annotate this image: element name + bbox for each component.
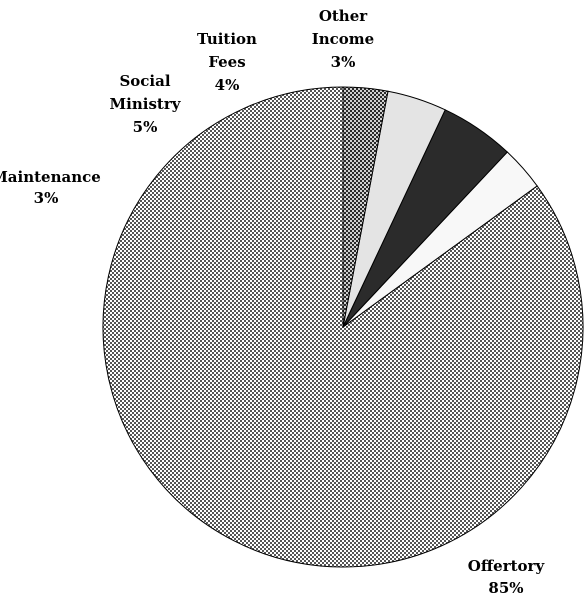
pie-slices — [102, 86, 584, 568]
slice-label-social-ministry: Social Ministry 5% — [110, 72, 182, 136]
slice-label-tuition-fees: Tuition Fees 4% — [197, 30, 257, 94]
slice-label-offertory: Offertory 85% — [468, 557, 546, 597]
slice-labels: Offertory 85% Maintenance 3%Social Ministry 5… — [0, 7, 545, 597]
slice-label-maintenance: Maintenance 3% — [0, 168, 101, 207]
slice-label-other-income: Other Income 3% — [312, 7, 374, 71]
pie-slice-other-income — [342, 86, 389, 328]
